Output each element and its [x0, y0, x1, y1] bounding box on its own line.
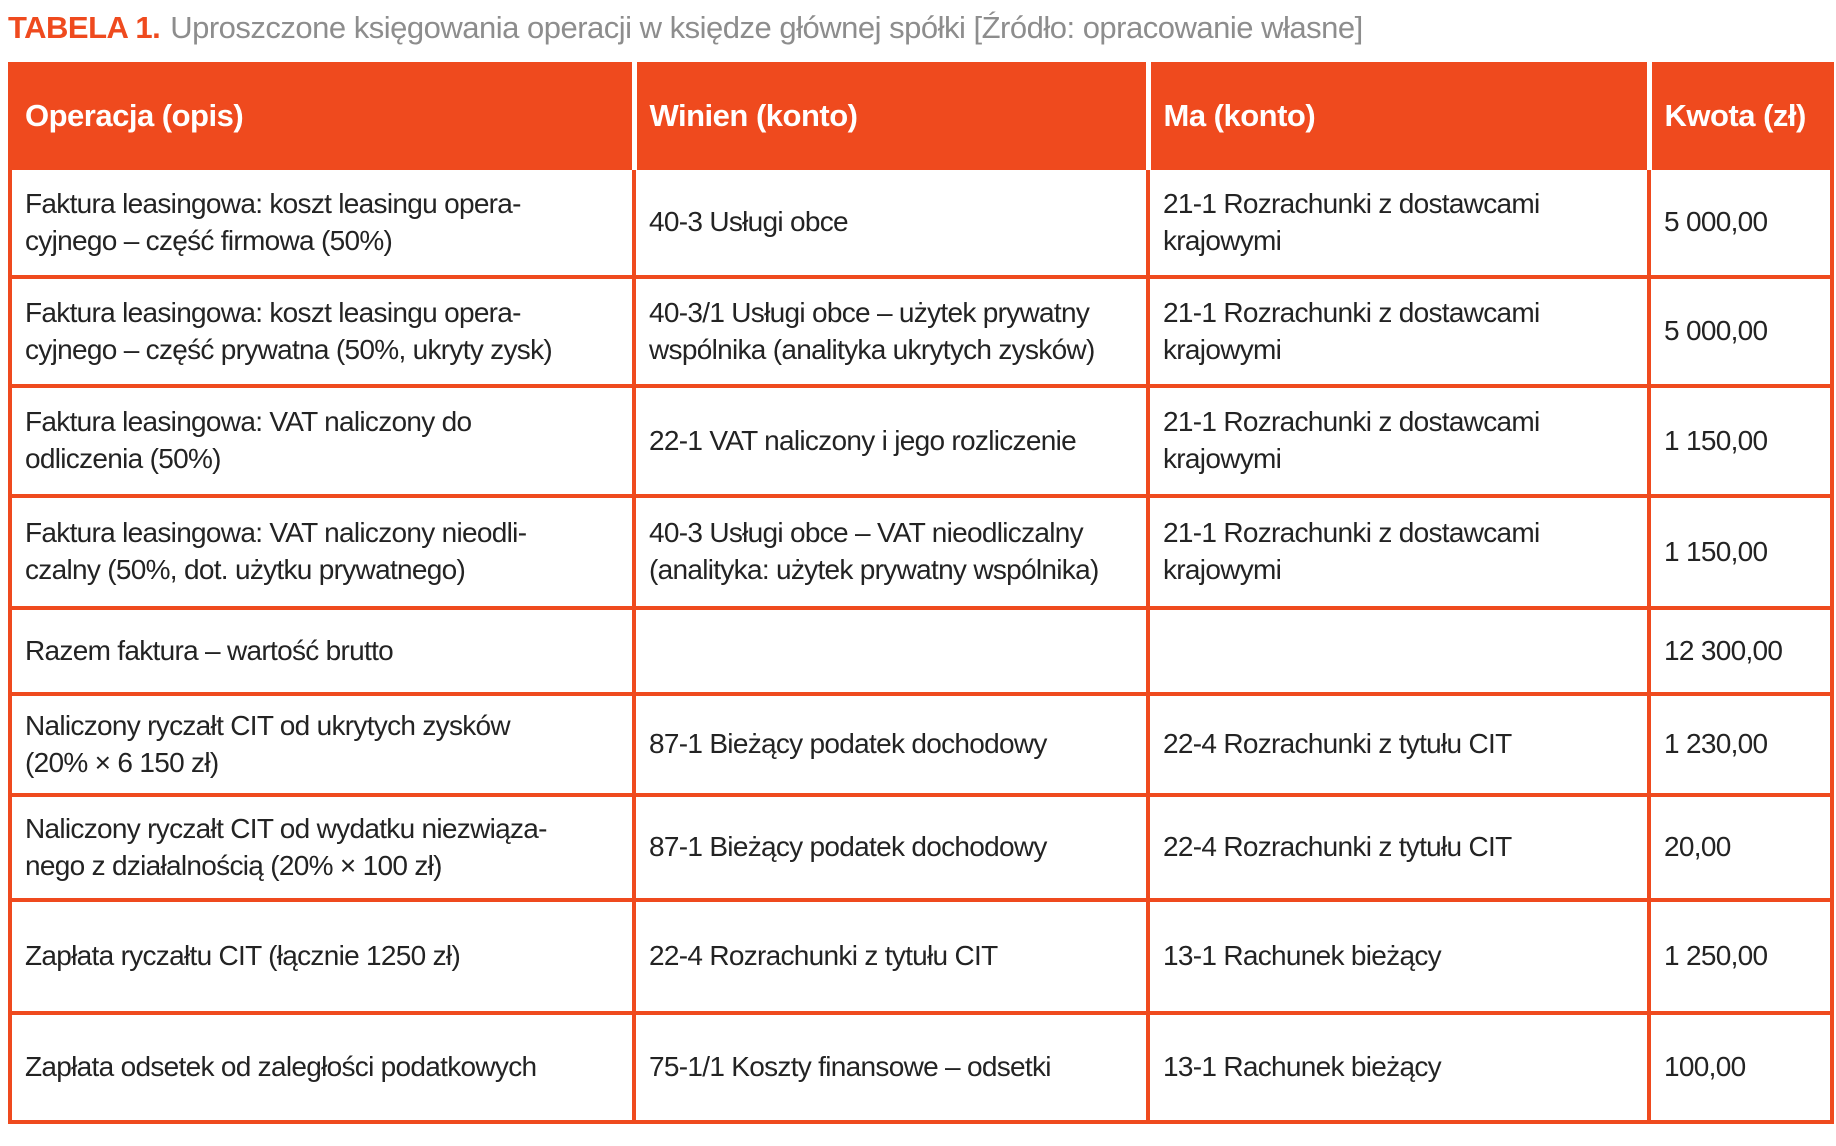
table-row: Naliczony ryczałt CIT od ukrytych zysków… — [8, 692, 1834, 797]
cell-kwota: 20,00 — [1647, 793, 1834, 902]
cell-winien: 87-1 Bieżący podatek dochodowy — [632, 793, 1150, 902]
cell-kwota: 5 000,00 — [1647, 166, 1834, 279]
cell-operacja: Faktura leasingowa: VAT naliczony do odl… — [8, 384, 636, 498]
cell-kwota: 100,00 — [1647, 1011, 1834, 1124]
table-row: Faktura leasingowa: koszt leasingu opera… — [8, 166, 1834, 279]
cell-operacja: Faktura leasingowa: koszt leasingu opera… — [8, 275, 636, 388]
cell-kwota: 1 230,00 — [1647, 692, 1834, 797]
cell-kwota: 1 150,00 — [1647, 384, 1834, 498]
table-row: Naliczony ryczałt CIT od wydatku niezwią… — [8, 793, 1834, 902]
table-title-text: Uproszczone księgowania operacji w księd… — [170, 10, 1363, 45]
cell-winien: 40-3 Usługi obce — [632, 166, 1150, 279]
column-header-ma: Ma (konto) — [1145, 62, 1651, 170]
cell-winien: 40-3 Usługi obce – VAT nieodliczalny (an… — [632, 494, 1150, 610]
table-row: Zapłata odsetek od zaległości podatkowyc… — [8, 1011, 1834, 1124]
ledger-table: Operacja (opis) Winien (konto) Ma (konto… — [8, 62, 1834, 1124]
table-row: Faktura leasingowa: VAT naliczony nieodl… — [8, 494, 1834, 610]
cell-kwota: 1 250,00 — [1647, 898, 1834, 1015]
table-body: Faktura leasingowa: koszt leasingu opera… — [8, 166, 1834, 1124]
cell-ma: 13-1 Rachunek bieżący — [1146, 1011, 1651, 1124]
table-row: Razem faktura – wartość brutto 12 300,00 — [8, 606, 1834, 696]
cell-operacja: Zapłata odsetek od zaległości podatkowyc… — [8, 1011, 636, 1124]
cell-operacja: Razem faktura – wartość brutto — [8, 606, 636, 696]
cell-kwota: 12 300,00 — [1647, 606, 1834, 696]
cell-operacja: Naliczony ryczałt CIT od ukrytych zysków… — [8, 692, 636, 797]
cell-operacja: Faktura leasingowa: VAT naliczony nieodl… — [8, 494, 636, 610]
column-header-kwota: Kwota (zł) — [1646, 62, 1834, 170]
cell-operacja: Zapłata ryczałtu CIT (łącznie 1250 zł) — [8, 898, 636, 1015]
table-row: Zapłata ryczałtu CIT (łącznie 1250 zł) 2… — [8, 898, 1834, 1015]
cell-ma: 13-1 Rachunek bieżący — [1146, 898, 1651, 1015]
table-row: Faktura leasingowa: VAT naliczony do odl… — [8, 384, 1834, 498]
cell-ma: 21-1 Rozrachunki z dostawcami krajowymi — [1146, 494, 1651, 610]
table-row: Faktura leasingowa: koszt leasingu opera… — [8, 275, 1834, 388]
cell-ma: 21-1 Rozrachunki z dostawcami krajowymi — [1146, 166, 1651, 279]
cell-winien: 22-1 VAT naliczony i jego rozliczenie — [632, 384, 1150, 498]
cell-kwota: 5 000,00 — [1647, 275, 1834, 388]
cell-ma: 21-1 Rozrachunki z dostawcami krajowymi — [1146, 384, 1651, 498]
cell-winien: 87-1 Bieżący podatek dochodowy — [632, 692, 1150, 797]
cell-winien — [632, 606, 1150, 696]
cell-winien: 75-1/1 Koszty finansowe – odsetki — [632, 1011, 1150, 1124]
table-number-label: TABELA 1. — [8, 10, 161, 45]
cell-ma: 21-1 Rozrachunki z dostawcami krajowymi — [1146, 275, 1651, 388]
table-header-row: Operacja (opis) Winien (konto) Ma (konto… — [8, 62, 1834, 170]
cell-ma: 22-4 Rozrachunki z tytułu CIT — [1146, 692, 1651, 797]
page-title: TABELA 1. Uproszczone księgowania operacj… — [8, 10, 1836, 46]
cell-ma: 22-4 Rozrachunki z tytułu CIT — [1146, 793, 1651, 902]
column-header-winien: Winien (konto) — [631, 62, 1150, 170]
column-header-operacja: Operacja (opis) — [8, 62, 636, 170]
cell-winien: 40-3/1 Usługi obce – użytek prywatny wsp… — [632, 275, 1150, 388]
cell-operacja: Naliczony ryczałt CIT od wydatku niezwią… — [8, 793, 636, 902]
cell-kwota: 1 150,00 — [1647, 494, 1834, 610]
cell-winien: 22-4 Rozrachunki z tytułu CIT — [632, 898, 1150, 1015]
cell-ma — [1146, 606, 1651, 696]
cell-operacja: Faktura leasingowa: koszt leasingu opera… — [8, 166, 636, 279]
